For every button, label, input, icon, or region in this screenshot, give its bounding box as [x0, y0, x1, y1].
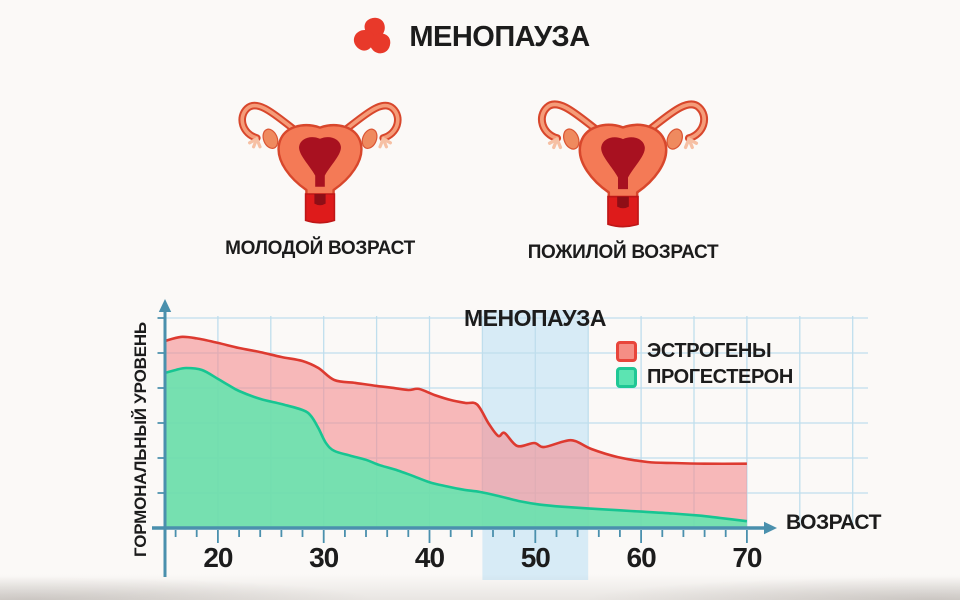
- x-tick-label: 30: [309, 542, 339, 573]
- illustration-label-old: ПОЖИЛОЙ ВОЗРАСТ: [527, 242, 719, 263]
- uterus-young-figure: МОЛОДОЙ ВОЗРАСТ: [215, 86, 425, 260]
- x-tick-label: 40: [414, 542, 445, 573]
- legend-label: ПРОГЕСТЕРОН: [647, 366, 793, 388]
- chart-legend: ЭСТРОГЕНЫ ПРОГЕСТЕРОН: [616, 340, 793, 392]
- x-axis-label: ВОЗРАСТ: [786, 511, 881, 534]
- x-tick-label: 20: [203, 542, 233, 573]
- header: МЕНОПАУЗА: [0, 14, 960, 60]
- x-axis-arrow-icon: [764, 521, 777, 535]
- y-axis-label: ГОРМОНАЛЬНЫЙ УРОВЕНЬ: [131, 322, 150, 558]
- y-axis-arrow-icon: [158, 299, 172, 312]
- illustration-label-young: МОЛОДОЙ ВОЗРАСТ: [225, 238, 415, 259]
- menopause-band-label: МЕНОПАУЗА: [463, 305, 607, 331]
- estrogen-line: [164, 335, 747, 466]
- legend-item-progesterone: ПРОГЕСТЕРОН: [616, 366, 793, 389]
- x-tick-label: 50: [520, 542, 551, 573]
- progesterone-swatch-icon: [616, 367, 637, 388]
- uterus-old-figure: ПОЖИЛОЙ ВОЗРАСТ: [518, 84, 728, 264]
- estrogen-swatch-icon: [616, 341, 637, 362]
- axis-ticks: [157, 317, 748, 543]
- logo-swirl-icon: [350, 17, 395, 57]
- uterus-old-illustration: [531, 84, 715, 230]
- progesterone-area: [165, 368, 747, 527]
- legend-item-estrogen: ЭСТРОГЕНЫ: [616, 340, 793, 363]
- page-title: МЕНОПАУЗА: [409, 20, 590, 53]
- progesterone-line: [164, 366, 748, 523]
- uterus-young-illustration: [232, 86, 408, 226]
- x-tick-label: 70: [732, 542, 762, 573]
- x-tick-label: 60: [626, 542, 657, 573]
- legend-label: ЭСТРОГЕНЫ: [647, 340, 772, 362]
